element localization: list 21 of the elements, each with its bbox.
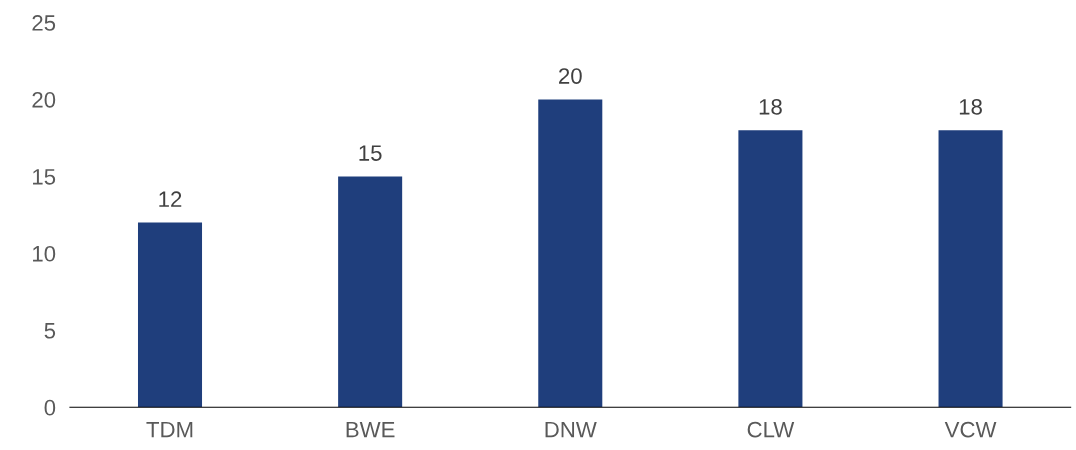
x-tick-label: BWE (346, 421, 395, 438)
y-tick-label: 25 (32, 15, 56, 31)
data-label: 12 (159, 191, 182, 207)
x-tick-label: CLW (747, 421, 795, 438)
bar (338, 176, 403, 408)
bar (538, 99, 603, 408)
data-label: 20 (559, 68, 582, 84)
y-tick-label: 10 (33, 245, 56, 262)
x-tick-label: TDM (146, 421, 193, 438)
y-tick-label: 20 (32, 91, 56, 108)
y-tick-label: 15 (33, 169, 56, 185)
data-label: 18 (959, 98, 982, 115)
bar (938, 130, 1003, 408)
x-tick-label: VCW (944, 421, 997, 438)
x-tick-label: DNW (545, 421, 597, 438)
data-label: 18 (759, 98, 782, 115)
data-label: 15 (359, 145, 382, 161)
y-tick-label: 5 (44, 323, 56, 339)
bar (738, 130, 803, 408)
bar (137, 222, 203, 408)
y-tick-label: 0 (44, 399, 56, 416)
